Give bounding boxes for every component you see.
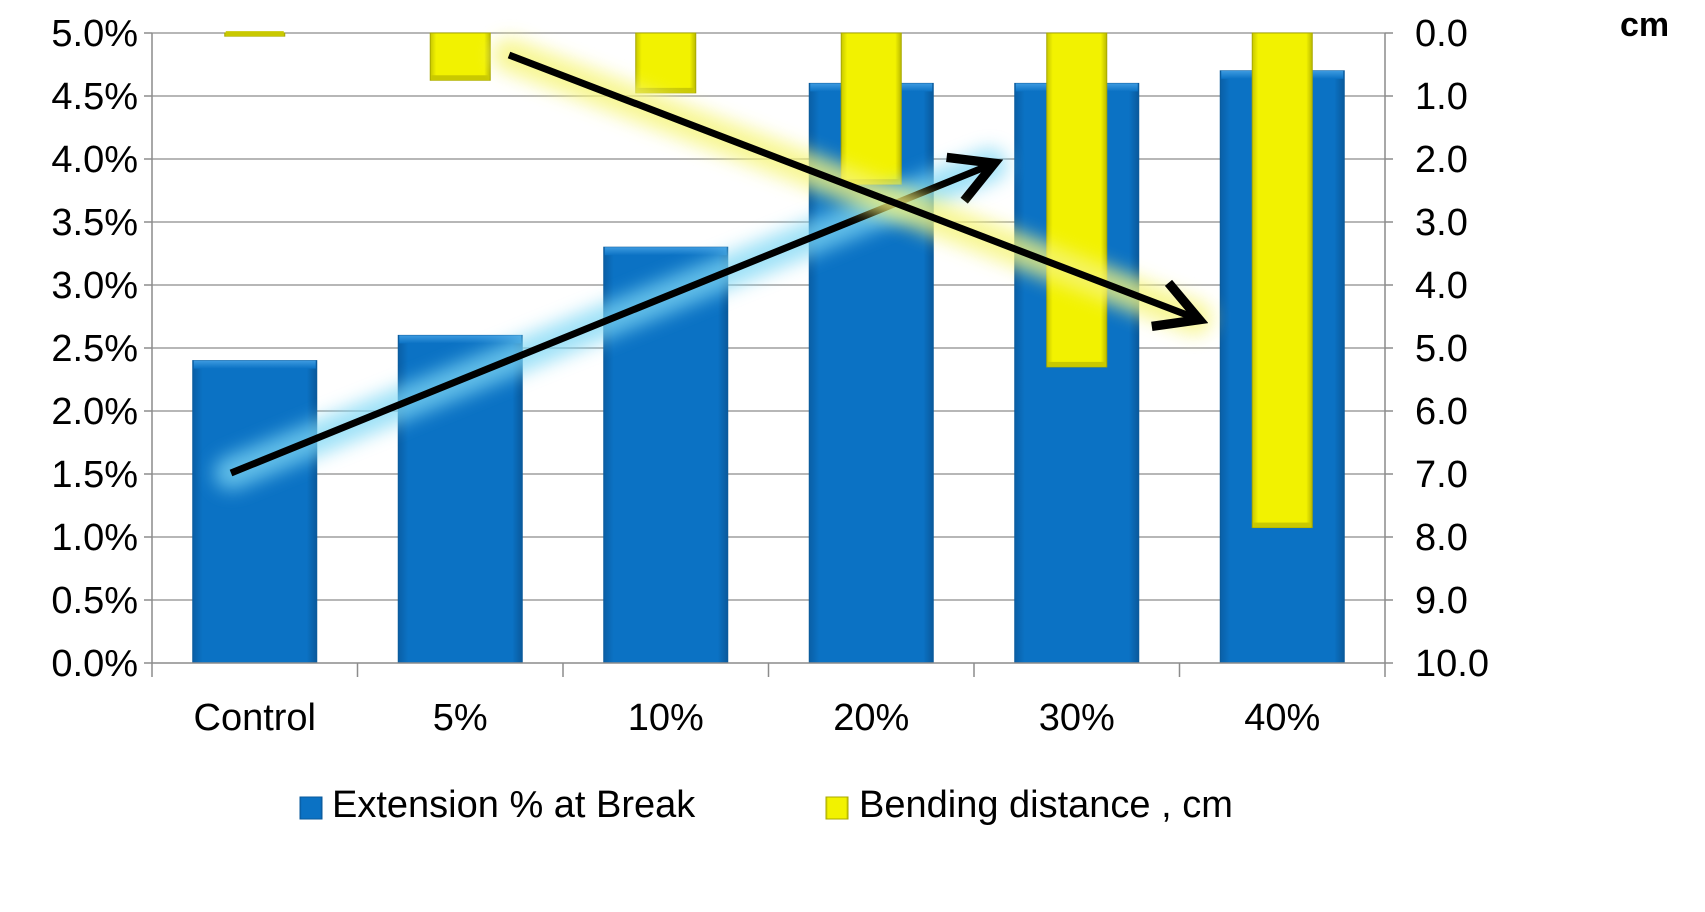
bar-bending-bottom-5	[1253, 522, 1312, 528]
left-tick-label: 4.0%	[51, 139, 138, 181]
x-tick-label: 40%	[1244, 697, 1320, 739]
right-tick-label: 5.0	[1415, 328, 1468, 370]
right-tick-label: 8.0	[1415, 517, 1468, 559]
x-tick-label: 20%	[833, 697, 909, 739]
legend: Extension % at Break Bending distance , c…	[299, 784, 1233, 826]
x-tick-label: Control	[194, 697, 317, 739]
right-axis-unit-label: cm	[1620, 6, 1669, 44]
legend-label-extension: Extension % at Break	[332, 784, 696, 826]
legend-swatch-extension	[299, 796, 323, 820]
x-tick-label: 30%	[1039, 697, 1115, 739]
left-tick-label: 5.0%	[51, 13, 138, 55]
bar-bending-bottom-2	[636, 87, 695, 93]
left-tick-label: 3.0%	[51, 265, 138, 307]
bar-bending-1	[429, 32, 491, 81]
bar-extension-top-0	[193, 360, 316, 369]
bar-bending-4	[1046, 32, 1108, 368]
bars	[192, 31, 1345, 664]
right-tick-label: 7.0	[1415, 454, 1468, 496]
bar-bending-2	[635, 32, 697, 94]
trend-arrow-down	[507, 51, 1195, 318]
bar-bending-bottom-1	[431, 75, 490, 81]
axes	[144, 32, 1393, 677]
left-tick-label: 2.5%	[51, 328, 138, 370]
bar-extension-top-1	[399, 335, 522, 344]
right-tick-label: 9.0	[1415, 580, 1468, 622]
legend-label-bending: Bending distance , cm	[859, 784, 1233, 826]
left-tick-label: 0.5%	[51, 580, 138, 622]
left-tick-label: 3.5%	[51, 202, 138, 244]
trend-arrows	[214, 38, 1212, 490]
bar-bending-3	[840, 32, 902, 185]
left-tick-label: 2.0%	[51, 391, 138, 433]
left-tick-label: 1.0%	[51, 517, 138, 559]
bar-extension-0	[192, 360, 318, 664]
bar-extension-top-2	[604, 247, 727, 256]
right-tick-label: 0.0	[1415, 13, 1468, 55]
legend-swatch-bending	[825, 796, 849, 820]
left-tick-label: 1.5%	[51, 454, 138, 496]
tick-labels: 0.0% 0.0 0.5% 1.0 1.0% 2.0 1.5% 3.0 2.0% 4.0 2.5% 5…	[51, 6, 1669, 739]
x-tick-label: 5%	[433, 697, 488, 739]
left-tick-label: 0.0%	[51, 643, 138, 685]
right-tick-label: 3.0	[1415, 202, 1468, 244]
bar-bending-5	[1251, 32, 1313, 529]
right-tick-label: 6.0	[1415, 391, 1468, 433]
bar-bending-bottom-0	[225, 31, 284, 37]
right-tick-label: 1.0	[1415, 76, 1468, 118]
left-tick-label: 4.5%	[51, 76, 138, 118]
bar-bending-bottom-4	[1047, 361, 1106, 367]
right-tick-label: 4.0	[1415, 265, 1468, 307]
right-tick-label: 2.0	[1415, 139, 1468, 181]
right-tick-label: 10.0	[1415, 643, 1489, 685]
x-tick-label: 10%	[628, 697, 704, 739]
trend-arrow-up	[229, 165, 990, 477]
